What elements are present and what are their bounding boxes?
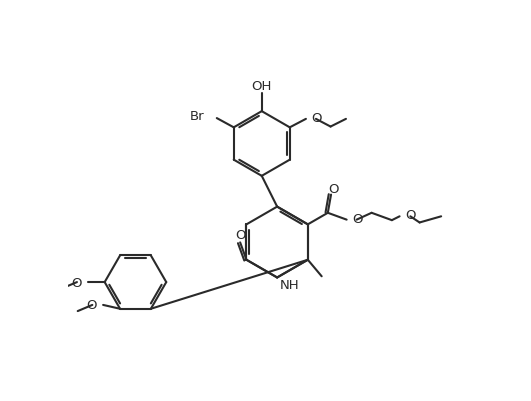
Text: O: O xyxy=(87,299,97,312)
Text: OH: OH xyxy=(252,80,272,93)
Text: O: O xyxy=(311,111,322,124)
Text: O: O xyxy=(352,212,363,225)
Text: NH: NH xyxy=(279,278,299,291)
Text: Br: Br xyxy=(190,110,204,123)
Text: O: O xyxy=(71,276,82,289)
Text: O: O xyxy=(328,182,339,195)
Text: O: O xyxy=(406,208,416,221)
Text: O: O xyxy=(235,229,245,241)
